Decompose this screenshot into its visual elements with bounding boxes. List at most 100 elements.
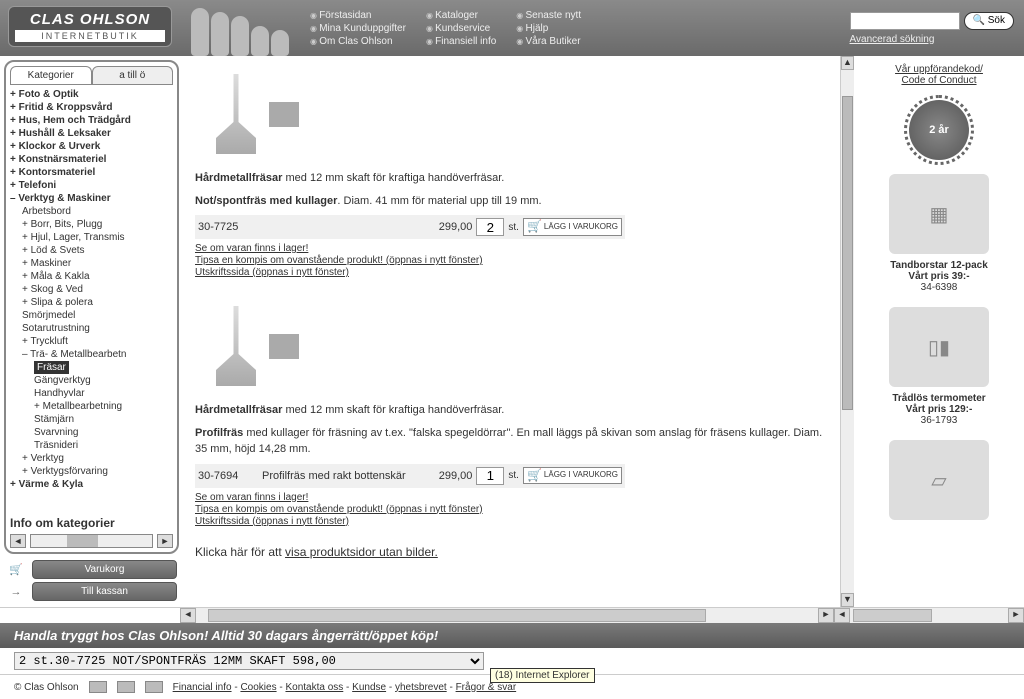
promo-1[interactable]: ▦ Tandborstar 12-pack Vårt pris 39:- 34-… — [860, 174, 1018, 293]
nav-link[interactable]: Senaste nytt — [516, 10, 581, 21]
product-image — [195, 296, 315, 396]
scroll-left-icon[interactable]: ◄ — [834, 608, 850, 623]
tip-link[interactable]: Tipsa en kompis om ovanstående produkt! … — [195, 255, 828, 266]
flag-uk-icon[interactable] — [145, 681, 163, 693]
main-content: Hårdmetallfräsar med 12 mm skaft för kra… — [183, 56, 840, 607]
category-item[interactable]: + Foto & Optik — [10, 88, 173, 101]
category-item[interactable]: + Löd & Svets — [10, 244, 173, 257]
top-nav: Förstasidan Mina Kunduppgifter Om Clas Ohl… — [300, 0, 1024, 56]
add-to-cart-button[interactable]: 🛒LÄGG I VARUKORG — [523, 467, 622, 484]
qty-input[interactable] — [476, 218, 504, 236]
nav-link[interactable]: Våra Butiker — [516, 36, 581, 47]
sidebar-hscroll[interactable]: ◄ ► — [10, 534, 173, 548]
nav-link[interactable]: Finansiell info — [426, 36, 496, 47]
nav-link[interactable]: Förstasidan — [310, 10, 406, 21]
category-item[interactable]: + Verktyg — [10, 452, 173, 465]
category-item[interactable]: Arbetsbord — [10, 205, 173, 218]
category-item[interactable]: + Verktygsförvaring — [10, 465, 173, 478]
footer-link[interactable]: Frågor & svar — [456, 682, 517, 693]
qty-input[interactable] — [476, 467, 504, 485]
nav-link[interactable]: Mina Kunduppgifter — [310, 23, 406, 34]
footer-link[interactable]: Kundse — [352, 682, 386, 693]
category-item[interactable]: + Slipa & polera — [10, 296, 173, 309]
footer: © Clas Ohlson Financial info - Cookies -… — [0, 674, 1024, 699]
cart-icon: 🛒 — [6, 563, 26, 576]
add-to-cart-button[interactable]: 🛒LÄGG I VARUKORG — [523, 218, 622, 235]
scroll-left-icon[interactable]: ◄ — [10, 534, 26, 548]
category-item[interactable]: + Fritid & Kroppsvård — [10, 101, 173, 114]
kassan-button[interactable]: Till kassan — [32, 582, 177, 601]
scroll-left-icon[interactable]: ◄ — [180, 608, 196, 623]
header: CLAS OHLSON INTERNETBUTIK Förstasidan Min… — [0, 0, 1024, 56]
category-item[interactable]: + Måla & Kakla — [10, 270, 173, 283]
category-item[interactable]: – Verktyg & Maskiner — [10, 192, 173, 205]
product-name: Profilfräs med rakt bottenskär — [262, 470, 408, 482]
category-item[interactable]: + Kontorsmateriel — [10, 166, 173, 179]
category-item[interactable]: Träsnideri — [10, 439, 173, 452]
category-item[interactable]: + Telefoni — [10, 179, 173, 192]
info-kategorier[interactable]: Info om kategorier — [10, 516, 173, 530]
category-item[interactable]: Smörjmedel — [10, 309, 173, 322]
footer-link[interactable]: Cookies — [240, 682, 276, 693]
tab-atillo[interactable]: a till ö — [92, 66, 174, 84]
category-item[interactable]: Svarvning — [10, 426, 173, 439]
scroll-down-icon[interactable]: ▼ — [841, 593, 854, 607]
price: 299,00 — [412, 221, 472, 233]
brand-sub: INTERNETBUTIK — [15, 30, 165, 42]
tab-kategorier[interactable]: Kategorier — [10, 66, 92, 84]
logo[interactable]: CLAS OHLSON INTERNETBUTIK — [0, 0, 180, 56]
category-item[interactable]: + Hus, Hem och Trädgård — [10, 114, 173, 127]
category-item[interactable]: + Värme & Kyla — [10, 478, 173, 491]
search-button[interactable]: 🔍 Sök — [964, 12, 1014, 30]
promo-image: ▱ — [889, 440, 989, 520]
flag-se-icon[interactable] — [89, 681, 107, 693]
category-item[interactable]: Fräsar — [34, 361, 69, 374]
category-item[interactable]: – Trä- & Metallbearbetn — [10, 348, 173, 361]
category-item[interactable]: Sotarutrustning — [10, 322, 173, 335]
footer-link[interactable]: Kontakta oss — [285, 682, 343, 693]
right-column: Vår uppförandekod/ Code of Conduct 2 år … — [854, 56, 1024, 607]
scroll-right-icon[interactable]: ► — [1008, 608, 1024, 623]
nav-link[interactable]: Kataloger — [426, 10, 496, 21]
category-item[interactable]: + Klockor & Urverk — [10, 140, 173, 153]
category-item[interactable]: Handhyvlar — [10, 387, 173, 400]
no-images-link[interactable]: visa produktsidor utan bilder. — [285, 545, 438, 559]
category-tree[interactable]: + Foto & Optik+ Fritid & Kroppsvård+ Hus… — [10, 88, 173, 508]
ie-tooltip: (18) Internet Explorer — [490, 668, 595, 683]
category-item[interactable]: Stämjärn — [10, 413, 173, 426]
category-item[interactable]: + Maskiner — [10, 257, 173, 270]
stock-link[interactable]: Se om varan finns i lager! — [195, 243, 828, 254]
price: 299,00 — [412, 470, 472, 482]
conduct-link[interactable]: Vår uppförandekod/ Code of Conduct — [860, 64, 1018, 86]
main-vscroll[interactable]: ▲ ▼ — [840, 56, 854, 607]
scroll-right-icon[interactable]: ► — [157, 534, 173, 548]
category-item[interactable]: Gängverktyg — [10, 374, 173, 387]
cart-line-select[interactable]: 2 st.30-7725 NOT/SPONTFRÄS 12MM SKAFT 59… — [14, 652, 484, 670]
category-item[interactable]: + Borr, Bits, Plugg — [10, 218, 173, 231]
scroll-up-icon[interactable]: ▲ — [841, 56, 854, 70]
print-link[interactable]: Utskriftssida (öppnas i nytt fönster) — [195, 267, 828, 278]
nav-link[interactable]: Hjälp — [516, 23, 581, 34]
category-item[interactable]: + Metallbearbetning — [10, 400, 173, 413]
promo-2[interactable]: ▯▮ Trådlös termometer Vårt pris 129:- 36… — [860, 307, 1018, 426]
category-item[interactable]: + Hjul, Lager, Transmis — [10, 231, 173, 244]
tip-link[interactable]: Tipsa en kompis om ovanstående produkt! … — [195, 504, 828, 515]
category-item[interactable]: + Skog & Ved — [10, 283, 173, 296]
category-item[interactable]: + Konstnärsmateriel — [10, 153, 173, 166]
search-input[interactable] — [850, 12, 960, 30]
bottom-hscroll[interactable]: ◄► ◄► — [0, 607, 1024, 623]
scroll-right-icon[interactable]: ► — [818, 608, 834, 623]
print-link[interactable]: Utskriftssida (öppnas i nytt fönster) — [195, 516, 828, 527]
stock-link[interactable]: Se om varan finns i lager! — [195, 492, 828, 503]
nav-link[interactable]: Kundservice — [426, 23, 496, 34]
footer-link[interactable]: yhetsbrevet — [395, 682, 447, 693]
category-item[interactable]: + Tryckluft — [10, 335, 173, 348]
category-item[interactable]: + Hushåll & Leksaker — [10, 127, 173, 140]
flag-no-icon[interactable] — [117, 681, 135, 693]
sidebar: Kategorier a till ö + Foto & Optik+ Frit… — [4, 60, 179, 554]
footer-link[interactable]: Financial info — [173, 682, 232, 693]
nav-link[interactable]: Om Clas Ohlson — [310, 36, 406, 47]
product-1: Hårdmetallfräsar med 12 mm skaft för kra… — [195, 64, 828, 278]
varukorg-button[interactable]: Varukorg — [32, 560, 177, 579]
advanced-search-link[interactable]: Avancerad sökning — [850, 34, 935, 45]
